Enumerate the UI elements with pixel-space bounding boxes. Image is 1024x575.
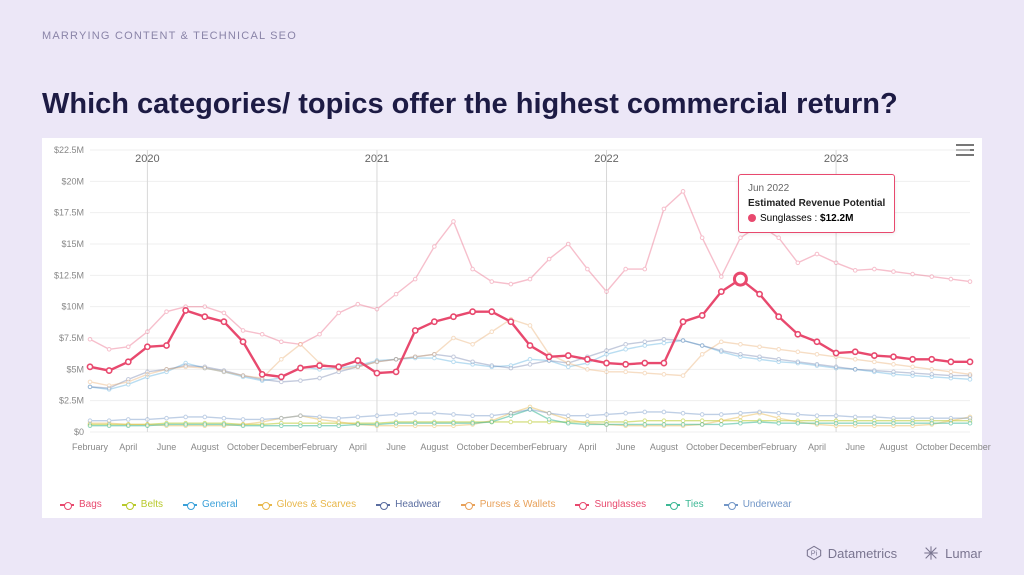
- tooltip-date: Jun 2022: [748, 181, 885, 196]
- svg-text:December: December: [720, 442, 762, 452]
- legend-item[interactable]: General: [183, 499, 238, 510]
- svg-text:October: October: [457, 442, 489, 452]
- svg-text:February: February: [531, 442, 568, 452]
- svg-text:April: April: [349, 442, 367, 452]
- legend-item[interactable]: Ties: [666, 499, 704, 510]
- svg-text:$22.5M: $22.5M: [54, 145, 84, 155]
- svg-text:$10M: $10M: [61, 302, 84, 312]
- svg-text:$0: $0: [74, 427, 84, 437]
- legend-item[interactable]: Sunglasses: [575, 499, 646, 510]
- svg-text:$15M: $15M: [61, 239, 84, 249]
- legend-marker-icon: [376, 501, 390, 509]
- svg-text:August: August: [650, 442, 679, 452]
- chart-card: $0 $2.5M $5M $7.5M $10M $12.5M $15M $17.5M $20M $…: [42, 138, 982, 518]
- legend-marker-icon: [122, 501, 136, 509]
- svg-text:2021: 2021: [365, 153, 389, 165]
- svg-text:2020: 2020: [135, 153, 159, 165]
- svg-text:Pi: Pi: [811, 549, 818, 558]
- legend-label: Sunglasses: [594, 499, 646, 510]
- svg-text:June: June: [157, 442, 177, 452]
- svg-text:June: June: [845, 442, 865, 452]
- brand-datametrics: Pi Datametrics: [806, 545, 897, 561]
- legend-label: Underwear: [743, 499, 792, 510]
- chart-legend: Bags Belts General Gloves & Scarves Headwear…: [60, 499, 964, 510]
- legend-marker-icon: [724, 501, 738, 509]
- svg-text:$7.5M: $7.5M: [59, 333, 84, 343]
- svg-text:August: August: [191, 442, 220, 452]
- tooltip-series-dot: [748, 214, 756, 222]
- svg-text:December: December: [490, 442, 532, 452]
- svg-text:June: June: [386, 442, 406, 452]
- tooltip-value-row: Sunglasses : $12.2M: [748, 211, 885, 226]
- legend-marker-icon: [461, 501, 475, 509]
- tooltip-series-name: Sunglasses: [760, 213, 812, 224]
- chart-tooltip: Jun 2022 Estimated Revenue Potential Sun…: [738, 174, 895, 233]
- svg-text:February: February: [302, 442, 339, 452]
- legend-item[interactable]: Gloves & Scarves: [258, 499, 356, 510]
- legend-label: Bags: [79, 499, 102, 510]
- legend-label: Purses & Wallets: [480, 499, 556, 510]
- svg-text:December: December: [261, 442, 303, 452]
- legend-label: Ties: [685, 499, 704, 510]
- svg-text:$2.5M: $2.5M: [59, 396, 84, 406]
- brand-lumar-label: Lumar: [945, 546, 982, 561]
- legend-label: General: [202, 499, 238, 510]
- svg-text:February: February: [72, 442, 109, 452]
- svg-text:$5M: $5M: [66, 364, 84, 374]
- legend-item[interactable]: Headwear: [376, 499, 441, 510]
- legend-label: Headwear: [395, 499, 441, 510]
- svg-text:$12.5M: $12.5M: [54, 270, 84, 280]
- legend-label: Belts: [141, 499, 163, 510]
- legend-item[interactable]: Bags: [60, 499, 102, 510]
- svg-text:2023: 2023: [824, 153, 848, 165]
- legend-marker-icon: [183, 501, 197, 509]
- svg-text:February: February: [761, 442, 798, 452]
- lumar-icon: [923, 545, 939, 561]
- legend-marker-icon: [60, 501, 74, 509]
- brand-lumar: Lumar: [923, 545, 982, 561]
- svg-text:August: August: [879, 442, 908, 452]
- svg-text:December: December: [949, 442, 991, 452]
- legend-item[interactable]: Belts: [122, 499, 163, 510]
- tooltip-value: $12.2M: [820, 213, 853, 224]
- svg-text:April: April: [578, 442, 596, 452]
- svg-text:April: April: [808, 442, 826, 452]
- svg-text:August: August: [420, 442, 449, 452]
- legend-item[interactable]: Underwear: [724, 499, 792, 510]
- legend-marker-icon: [575, 501, 589, 509]
- legend-marker-icon: [666, 501, 680, 509]
- page-title: Which categories/ topics offer the highe…: [42, 88, 898, 121]
- svg-text:October: October: [686, 442, 718, 452]
- svg-text:$17.5M: $17.5M: [54, 208, 84, 218]
- brand-datametrics-label: Datametrics: [828, 546, 897, 561]
- tooltip-metric: Estimated Revenue Potential: [748, 196, 885, 211]
- svg-text:October: October: [916, 442, 948, 452]
- legend-marker-icon: [258, 501, 272, 509]
- svg-text:$20M: $20M: [61, 176, 84, 186]
- legend-label: Gloves & Scarves: [277, 499, 356, 510]
- legend-item[interactable]: Purses & Wallets: [461, 499, 556, 510]
- svg-text:April: April: [119, 442, 137, 452]
- datametrics-icon: Pi: [806, 545, 822, 561]
- svg-text:June: June: [616, 442, 636, 452]
- eyebrow-text: MARRYING CONTENT & TECHNICAL SEO: [42, 30, 297, 42]
- svg-text:October: October: [227, 442, 259, 452]
- brand-footer: Pi Datametrics Lumar: [806, 545, 982, 561]
- svg-text:2022: 2022: [594, 153, 618, 165]
